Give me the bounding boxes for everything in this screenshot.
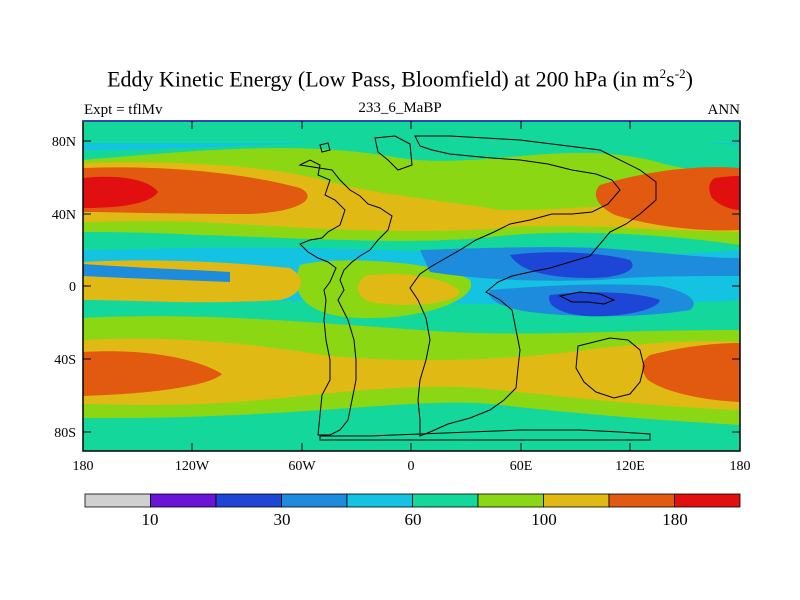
coastlines <box>298 135 657 441</box>
redorange-sh-west <box>83 351 222 396</box>
australia-outline <box>575 337 645 399</box>
red-max-nh-east <box>709 176 740 210</box>
y-tick-label: 80N <box>52 135 76 150</box>
x-tick-label: 180 <box>730 459 751 474</box>
chart-title: Eddy Kinetic Energy (Low Pass, Bloomfiel… <box>107 66 693 92</box>
colorbar-label: 60 <box>405 510 422 529</box>
colorbar-swatch <box>674 493 741 508</box>
x-tick-label: 60W <box>288 459 316 474</box>
colorbar-label: 100 <box>531 510 557 529</box>
x-tick-label: 60E <box>510 459 533 474</box>
x-tick-label: 180 <box>73 459 94 474</box>
colorbar-swatch <box>543 493 610 508</box>
colorbar-swatch <box>215 493 282 508</box>
y-tick-label: 40N <box>52 208 76 223</box>
colorbar-swatch <box>84 493 151 508</box>
axis-ticks <box>82 121 741 451</box>
orange-sh <box>83 338 740 410</box>
case-label: 233_6_MaBP <box>358 100 442 116</box>
x-tick-label: 0 <box>408 459 415 474</box>
americas-outline <box>298 159 393 436</box>
colorbar-swatch <box>412 493 479 508</box>
colorbar-label: 30 <box>274 510 291 529</box>
darkblue-nh <box>510 252 633 278</box>
colorbar-swatch <box>608 493 675 508</box>
season-label: ANN <box>707 102 741 118</box>
redorange-sh-east <box>642 343 740 402</box>
greenland-outline <box>374 135 413 171</box>
green-band-north <box>83 121 740 143</box>
colorbar-swatch <box>346 493 413 508</box>
eurasia-africa-outline <box>409 135 657 437</box>
y-tick-label: 80S <box>54 426 76 441</box>
colorbar-swatch <box>477 493 544 508</box>
orange-tropical-atlantic <box>358 273 460 305</box>
colorbar <box>84 493 741 508</box>
colorbar-swatch <box>150 493 217 508</box>
blue-equatorial <box>83 264 230 282</box>
red-max-nh-west <box>83 176 158 208</box>
maritime-continent-outline <box>558 291 616 305</box>
y-tick-label: 40S <box>54 353 76 368</box>
arctic-island-outline <box>319 142 331 153</box>
redorange-nh-east <box>595 167 740 231</box>
x-tick-label: 120W <box>175 459 210 474</box>
experiment-label: Expt = tflMv <box>84 102 163 118</box>
antarctica-outline <box>319 429 651 441</box>
filled-contours <box>83 121 740 451</box>
y-tick-label: 0 <box>69 280 76 295</box>
colorbar-label: 10 <box>142 510 159 529</box>
x-tick-label: 120E <box>615 459 645 474</box>
colorbar-label: 180 <box>662 510 688 529</box>
colorbar-swatch <box>281 493 348 508</box>
